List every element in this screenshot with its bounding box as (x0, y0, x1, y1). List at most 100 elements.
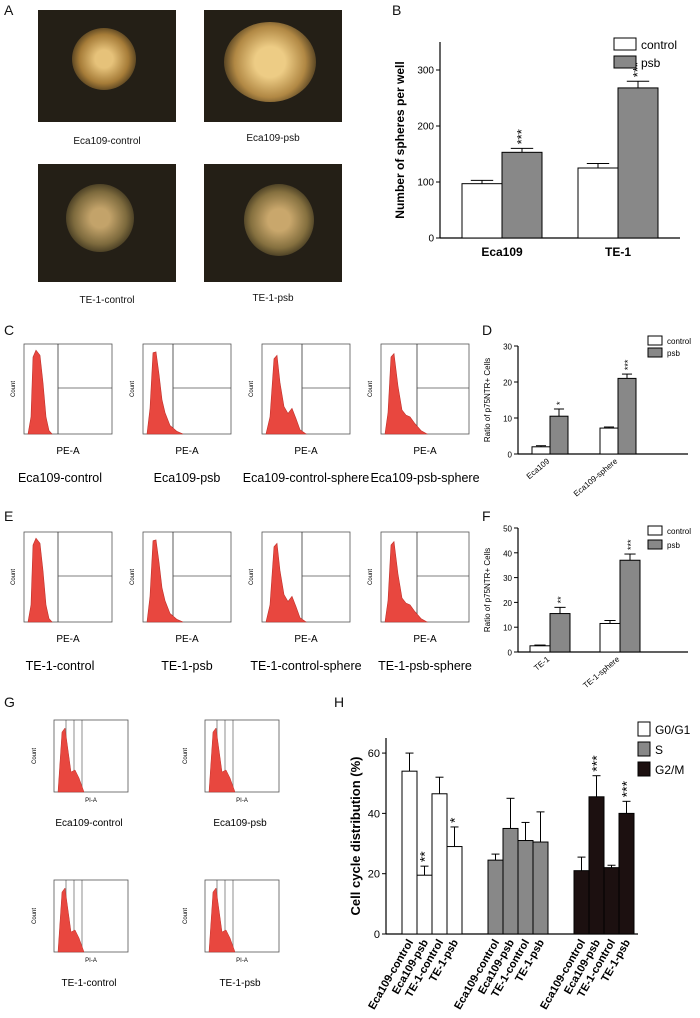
flow-e-yaxis-label-0: Count (11, 569, 17, 585)
flow-e-xaxis-label-3: PE-A (413, 634, 437, 645)
h-ytick-label-1: 20 (368, 869, 380, 881)
b-legend-label-0: control (641, 38, 677, 52)
flow-e-yaxis-label-1: Count (130, 569, 136, 585)
d-ylabel: Ratio of p75NTR+ Cells (483, 358, 492, 442)
flow-e-histogram-2 (265, 542, 307, 623)
h-ytick-label-3: 60 (368, 748, 380, 760)
d-sig-1-1: *** (623, 359, 633, 370)
g-yaxis-label-3: Count (183, 908, 189, 924)
b-sig-1-0: *** (514, 129, 529, 144)
flow-c-yaxis-label-1: Count (130, 381, 136, 397)
caption-a-1: Eca109-control (73, 136, 141, 147)
h-bar-2-0 (573, 870, 590, 935)
h-ytick-label-0: 0 (374, 929, 380, 941)
panel-label-f: F (482, 508, 491, 524)
flow-c-caption-1: Eca109-psb (154, 471, 221, 485)
caption-a-3: TE-1-control (79, 295, 135, 306)
d-ytick-label-2: 20 (503, 379, 512, 388)
g-xaxis-label-1: PI-A (236, 798, 248, 804)
g-yaxis-label-2: Count (32, 908, 38, 924)
g-caption-0: Eca109-control (55, 818, 122, 829)
f-bar-0-0 (529, 645, 551, 653)
micrograph-eca109-psb (204, 10, 342, 122)
flow-e-histogram-0 (27, 537, 53, 623)
flow-c-xaxis-label-0: PE-A (56, 446, 80, 457)
b-legend-swatch-1 (613, 55, 637, 69)
f-ytick-label-1: 10 (503, 624, 512, 633)
d-ytick-label-1: 10 (503, 415, 512, 424)
flow-e-yaxis-label-2: Count (249, 569, 255, 585)
g-histogram-1 (208, 727, 236, 793)
flow-e-histogram-1 (146, 539, 184, 623)
panel-label-b: B (392, 2, 402, 18)
panel-label-e: E (4, 508, 14, 524)
flow-e-caption-3: TE-1-psb-sphere (378, 659, 472, 673)
panel-label-c: C (4, 322, 15, 338)
g-xaxis-label-3: PI-A (236, 958, 248, 964)
h-legend-label-1: S (655, 743, 663, 757)
h-legend-label-2: G2/M (655, 763, 684, 777)
b-category-0: Eca109 (481, 245, 523, 259)
d-legend-label-1: psb (667, 349, 680, 358)
f-bar-1-1 (619, 559, 641, 653)
f-sig-1-0: ** (556, 596, 566, 604)
f-ytick-label-3: 30 (503, 574, 512, 583)
flow-c-histogram-1 (146, 351, 184, 435)
h-bar-2-3 (618, 812, 635, 935)
f-category-1: TE-1-sphere (581, 654, 621, 690)
micrograph-te1-psb (204, 164, 342, 282)
f-bar-0-1 (599, 622, 621, 653)
b-bar-1-1 (617, 87, 659, 239)
b-legend-swatch-0 (613, 37, 637, 51)
g-histogram-2 (57, 887, 85, 953)
f-ytick-label-2: 20 (503, 599, 512, 608)
h-bar-1-1 (502, 827, 519, 935)
flow-e-xaxis-label-1: PE-A (175, 634, 199, 645)
g-xaxis-label-0: PI-A (85, 798, 97, 804)
d-category-1: Eca109-sphere (572, 456, 620, 498)
flow-c-yaxis-label-2: Count (249, 381, 255, 397)
g-yaxis-label-1: Count (183, 748, 189, 764)
flow-c-caption-0: Eca109-control (18, 471, 102, 485)
g-caption-3: TE-1-psb (219, 978, 261, 989)
h-bar-0-0 (401, 770, 418, 935)
d-sig-1-0: * (555, 401, 565, 405)
flow-c-caption-2: Eca109-control-sphere (243, 471, 370, 485)
caption-a-2: Eca109-psb (246, 133, 300, 144)
b-ytick-label-2: 200 (417, 122, 434, 133)
h-bar-1-2 (517, 840, 534, 935)
h-ylabel: Cell cycle distribution (%) (348, 757, 363, 916)
b-ytick-label-0: 0 (428, 234, 434, 245)
b-ytick-label-3: 300 (417, 66, 434, 77)
flow-histograms-c: Count PE-A Eca109-control Count PE-A Eca109-p… (11, 343, 480, 485)
g-caption-1: Eca109-psb (213, 818, 267, 829)
flow-c-histogram-2 (265, 354, 307, 435)
flow-e-caption-1: TE-1-psb (161, 659, 212, 673)
h-sig-2-1: *** (589, 755, 605, 772)
h-legend-swatch-0 (637, 721, 651, 737)
f-legend-label-1: psb (667, 541, 680, 550)
flow-e-xaxis-label-0: PE-A (56, 634, 80, 645)
f-legend-label-0: control (667, 527, 691, 536)
f-category-0: TE-1 (532, 654, 551, 672)
flow-c-plot-frame-1 (142, 343, 232, 435)
flow-e-caption-0: TE-1-control (26, 659, 95, 673)
f-legend-swatch-0 (647, 525, 663, 536)
flow-e-xaxis-label-2: PE-A (294, 634, 318, 645)
flow-c-caption-3: Eca109-psb-sphere (370, 471, 479, 485)
f-legend-swatch-1 (647, 539, 663, 550)
d-category-0: Eca109 (525, 456, 552, 481)
h-sig-0-1: ** (417, 851, 433, 862)
g-yaxis-label-0: Count (32, 748, 38, 764)
b-ytick-label-1: 100 (417, 178, 434, 189)
h-legend-swatch-2 (637, 761, 651, 777)
d-bar-1-0 (549, 415, 569, 455)
h-ytick-label-2: 40 (368, 808, 380, 820)
f-ytick-label-0: 0 (508, 649, 513, 658)
h-bar-1-3 (532, 841, 549, 935)
f-sig-1-1: *** (626, 539, 636, 550)
b-legend-label-1: psb (641, 56, 661, 70)
